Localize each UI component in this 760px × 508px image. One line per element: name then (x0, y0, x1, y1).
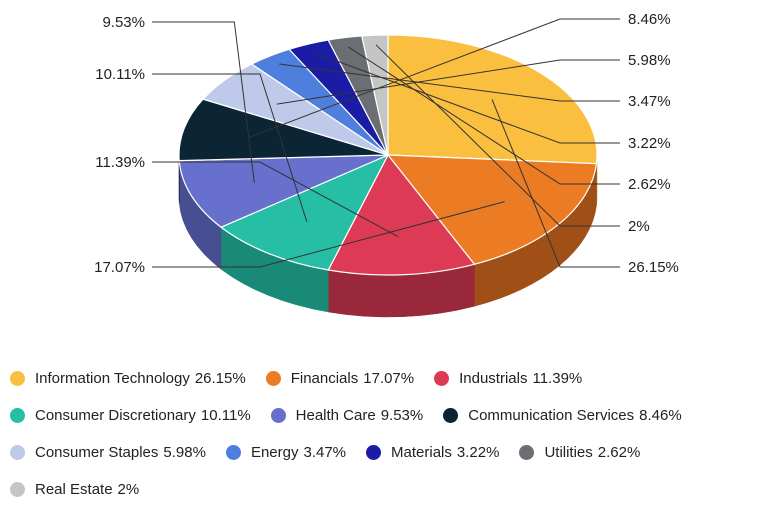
legend-value: 26.15% (195, 370, 246, 387)
legend-swatch (10, 482, 25, 497)
legend-item-information-technology[interactable]: Information Technology 26.15% (10, 370, 246, 387)
legend-item-consumer-discretionary[interactable]: Consumer Discretionary 10.11% (10, 407, 251, 424)
legend-value: 5.98% (163, 444, 206, 461)
legend-swatch (266, 371, 281, 386)
data-label-consumer-staples: 5.98% (628, 52, 671, 69)
legend-label: Utilities (544, 444, 592, 461)
data-label-information-technology: 26.15% (628, 259, 679, 276)
legend-row: Real Estate 2% (10, 471, 750, 508)
legend-label: Health Care (296, 407, 376, 424)
legend-item-utilities[interactable]: Utilities 2.62% (519, 444, 640, 461)
legend-item-consumer-staples[interactable]: Consumer Staples 5.98% (10, 444, 206, 461)
data-label-health-care: 9.53% (102, 14, 145, 31)
legend-swatch (271, 408, 286, 423)
legend-item-industrials[interactable]: Industrials 11.39% (434, 370, 582, 387)
legend-row: Consumer Staples 5.98% Energy 3.47% Mate… (10, 434, 750, 471)
data-label-consumer-discretionary: 10.11% (95, 66, 145, 83)
legend-value: 2% (118, 481, 140, 498)
legend: Information Technology 26.15% Financials… (10, 360, 750, 508)
legend-value: 3.47% (303, 444, 346, 461)
legend-label: Industrials (459, 370, 527, 387)
legend-swatch (10, 408, 25, 423)
legend-row: Consumer Discretionary 10.11% Health Car… (10, 397, 750, 434)
legend-item-materials[interactable]: Materials 3.22% (366, 444, 499, 461)
legend-label: Materials (391, 444, 452, 461)
legend-item-energy[interactable]: Energy 3.47% (226, 444, 346, 461)
legend-swatch (434, 371, 449, 386)
data-label-materials: 3.22% (628, 135, 671, 152)
data-label-real-estate: 2% (628, 218, 650, 235)
data-label-communication-services: 8.46% (628, 11, 671, 28)
legend-label: Energy (251, 444, 299, 461)
legend-swatch (10, 445, 25, 460)
legend-item-real-estate[interactable]: Real Estate 2% (10, 481, 139, 498)
legend-value: 17.07% (363, 370, 414, 387)
legend-swatch (519, 445, 534, 460)
legend-item-financials[interactable]: Financials 17.07% (266, 370, 414, 387)
legend-item-health-care[interactable]: Health Care 9.53% (271, 407, 424, 424)
data-label-financials: 17.07% (94, 259, 145, 276)
legend-label: Real Estate (35, 481, 113, 498)
pie-chart: 9.53% 10.11% 11.39% 17.07% 8.46% 5.98% 3.47% 3.… (0, 0, 760, 340)
data-label-utilities: 2.62% (628, 176, 671, 193)
legend-row: Information Technology 26.15% Financials… (10, 360, 750, 397)
legend-swatch (366, 445, 381, 460)
legend-value: 2.62% (598, 444, 641, 461)
legend-swatch (226, 445, 241, 460)
legend-swatch (443, 408, 458, 423)
legend-label: Consumer Staples (35, 444, 158, 461)
legend-value: 3.22% (457, 444, 500, 461)
data-label-energy: 3.47% (628, 93, 671, 110)
legend-value: 11.39% (532, 370, 582, 387)
legend-value: 10.11% (201, 407, 251, 424)
legend-label: Consumer Discretionary (35, 407, 196, 424)
legend-value: 8.46% (639, 407, 682, 424)
legend-swatch (10, 371, 25, 386)
legend-label: Communication Services (468, 407, 634, 424)
legend-label: Financials (291, 370, 359, 387)
legend-label: Information Technology (35, 370, 190, 387)
legend-item-communication-services[interactable]: Communication Services 8.46% (443, 407, 681, 424)
data-label-industrials: 11.39% (95, 154, 145, 171)
legend-value: 9.53% (381, 407, 424, 424)
